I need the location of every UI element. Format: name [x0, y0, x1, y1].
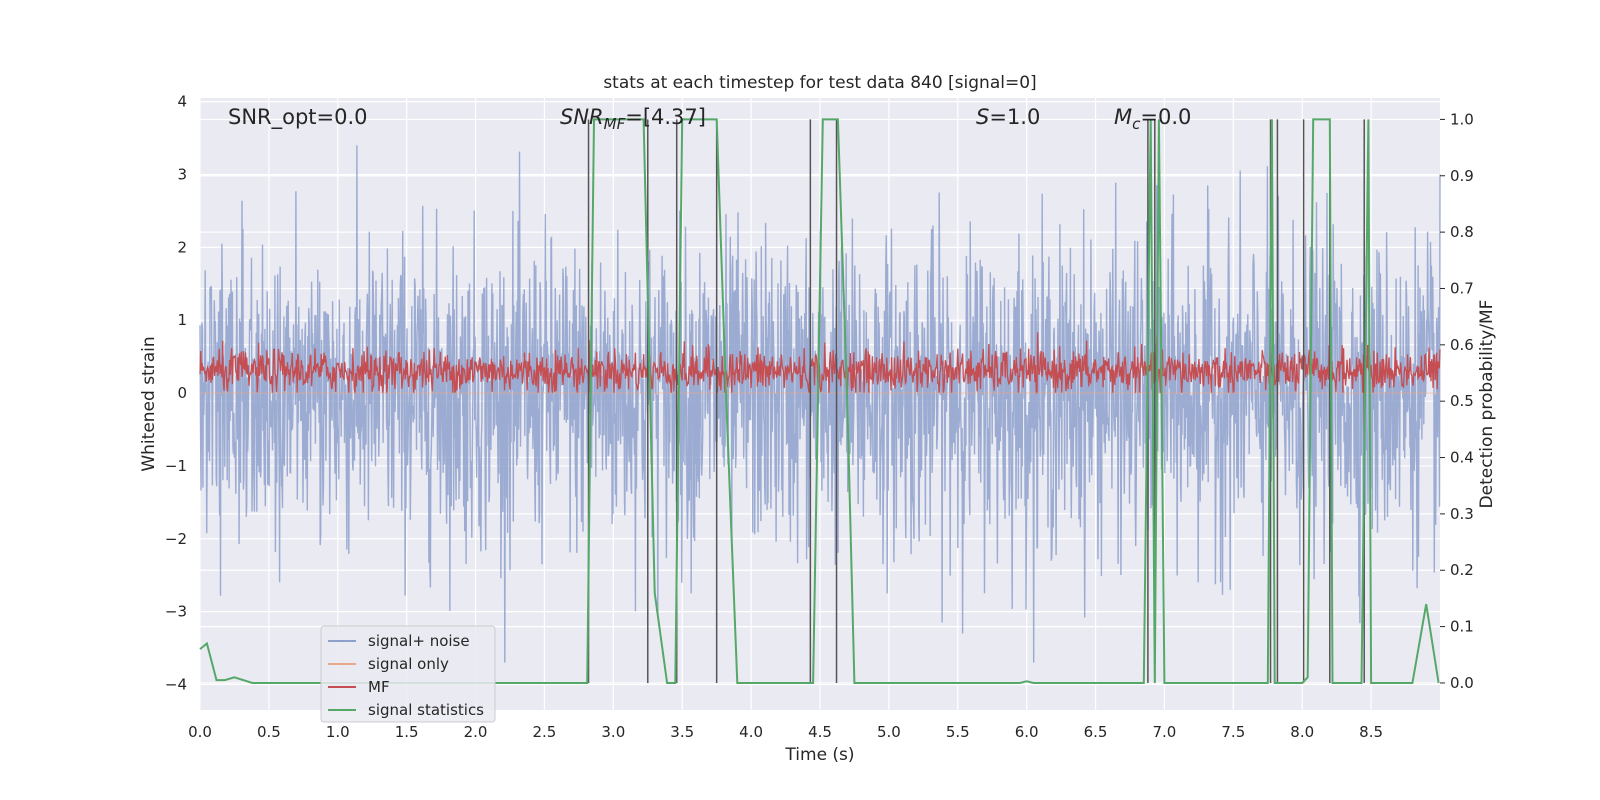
annotation-s: S=1.0: [976, 105, 1040, 129]
x-tick-label: 6.5: [1084, 723, 1108, 741]
y-left-tick-label: −1: [165, 457, 187, 475]
y-left-tick-label: −4: [165, 676, 187, 694]
legend-label: MF: [368, 678, 390, 696]
annotation-snr-mf: SNRMF=[4.37]: [560, 105, 706, 133]
x-tick-label: 4.0: [739, 723, 763, 741]
y-right-axis-label: Detection probability/MF: [1477, 300, 1497, 509]
x-tick-label: 5.0: [877, 723, 901, 741]
x-tick-label: 8.0: [1290, 723, 1314, 741]
y-right-tick-label: 0.4: [1450, 449, 1474, 467]
x-tick-label: 4.5: [808, 723, 832, 741]
y-right-tick-label: 1.0: [1450, 110, 1474, 128]
x-tick-label: 8.5: [1359, 723, 1383, 741]
x-tick-label: 7.0: [1153, 723, 1177, 741]
y-left-tick-label: 1: [177, 311, 187, 329]
y-left-axis-ticks: 4 3 2 1 0 −1 −2 −3 −4: [165, 93, 187, 694]
x-tick-label: 3.5: [670, 723, 694, 741]
x-tick-label: 0.0: [188, 723, 212, 741]
y-right-tick-label: 0.0: [1450, 674, 1474, 692]
y-left-tick-label: 2: [177, 238, 187, 256]
legend: signal+ noise signal only MF signal statist…: [320, 625, 496, 723]
x-tick-label: 3.0: [601, 723, 625, 741]
x-tick-label: 1.5: [395, 723, 419, 741]
x-tick-label: 6.0: [1015, 723, 1039, 741]
legend-label: signal+ noise: [368, 632, 470, 650]
x-axis-ticks: 0.0 0.5 1.0 1.5 2.0 2.5 3.0 3.5 4.0 4.5 5.0 5.5 6.0 6…: [188, 723, 1383, 741]
y-left-tick-label: 0: [177, 384, 187, 402]
y-left-tick-label: 3: [177, 166, 187, 184]
annotation-mc: Mc=0.0: [1114, 105, 1191, 133]
y-right-tick-label: 0.1: [1450, 618, 1474, 636]
y-right-tick-label: 0.7: [1450, 279, 1474, 297]
legend-box: [320, 625, 496, 723]
y-left-tick-label: −2: [165, 530, 187, 548]
x-axis-label: Time (s): [784, 745, 854, 765]
y-right-axis-ticks: 1.0 0.9 0.8 0.7 0.6 0.5 0.4 0.3 0.2 0.1 0.0: [1440, 110, 1474, 692]
chart-title: stats at each timestep for test data 840…: [603, 73, 1036, 93]
y-right-tick-label: 0.5: [1450, 392, 1474, 410]
x-tick-label: 0.5: [257, 723, 281, 741]
legend-label: signal statistics: [368, 701, 484, 719]
y-right-tick-label: 0.8: [1450, 223, 1474, 241]
plot-area: [199, 118, 1441, 684]
y-right-tick-label: 0.9: [1450, 167, 1474, 185]
x-tick-label: 1.0: [326, 723, 350, 741]
signal-statistics-line: [199, 118, 1440, 684]
annotation-snr-opt: SNR_opt=0.0: [228, 105, 368, 130]
y-left-axis-label: Whitened strain: [139, 336, 159, 471]
x-tick-label: 7.5: [1221, 723, 1245, 741]
x-tick-label: 2.5: [533, 723, 557, 741]
x-tick-label: 2.0: [464, 723, 488, 741]
legend-label: signal only: [368, 655, 449, 673]
x-tick-label: 5.5: [946, 723, 970, 741]
y-left-tick-label: 4: [177, 93, 187, 111]
y-left-tick-label: −3: [165, 603, 187, 621]
y-right-tick-label: 0.3: [1450, 505, 1474, 523]
y-right-tick-label: 0.6: [1450, 336, 1474, 354]
y-right-tick-label: 0.2: [1450, 561, 1474, 579]
series-signal-statistics: [199, 118, 1440, 684]
